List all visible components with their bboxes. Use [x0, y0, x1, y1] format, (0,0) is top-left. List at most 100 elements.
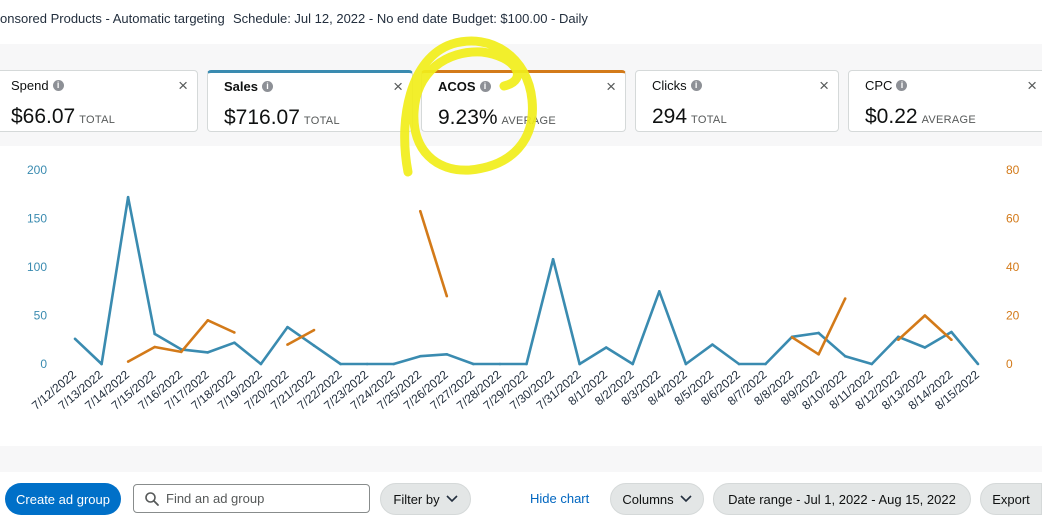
series-line-sales	[74, 195, 979, 366]
data-point-acos	[126, 360, 130, 363]
data-point-sales	[73, 337, 77, 341]
export-button[interactable]: Export	[980, 483, 1042, 515]
hide-chart-link[interactable]: Hide chart	[530, 491, 590, 506]
metric-label: Sales	[224, 79, 258, 94]
data-point-sales	[472, 362, 475, 366]
metric-unit: TOTAL	[79, 114, 116, 126]
metric-card-acos[interactable]: ACOS i × 9.23% AVERAGE	[421, 70, 626, 132]
data-point-sales	[126, 195, 130, 199]
data-point-acos	[312, 328, 316, 332]
data-point-sales	[206, 351, 210, 354]
data-point-sales	[153, 332, 156, 336]
ad-group-search[interactable]: Find an ad group	[133, 484, 370, 513]
columns-label: Columns	[622, 491, 674, 507]
data-point-sales	[684, 362, 688, 366]
data-point-acos	[843, 297, 847, 300]
data-point-acos	[153, 345, 156, 349]
y-right-tick-label: 40	[1006, 260, 1020, 274]
data-point-acos	[445, 294, 449, 298]
data-point-sales	[578, 362, 581, 366]
data-point-sales	[870, 362, 874, 366]
close-icon[interactable]: ×	[393, 77, 403, 96]
metric-card-cpc[interactable]: CPC i × $0.22 AVERAGE	[848, 70, 1042, 132]
data-point-acos	[923, 314, 927, 317]
search-input[interactable]: Find an ad group	[166, 491, 265, 506]
filter-by-button[interactable]: Filter by	[380, 483, 471, 515]
y-left-tick-label: 150	[27, 212, 47, 226]
close-icon[interactable]: ×	[1027, 76, 1037, 95]
series-line-acos	[286, 328, 315, 346]
data-point-sales	[259, 362, 263, 366]
metric-value: $716.07	[224, 106, 300, 129]
close-icon[interactable]: ×	[819, 76, 829, 95]
data-point-sales	[604, 346, 608, 349]
y-left-tick-label: 0	[40, 357, 47, 371]
performance-chart: 200 150 100 50 0 80 60 40 20 0 7/12/2022 7/13/2022 7…	[0, 146, 1042, 446]
metric-value: $0.22	[865, 105, 918, 128]
search-icon	[145, 491, 159, 506]
series-line-acos	[791, 297, 847, 356]
metric-value: 294	[652, 105, 688, 128]
data-point-sales	[100, 362, 103, 366]
y-left-tick-label: 100	[27, 260, 47, 274]
data-point-sales	[923, 346, 927, 349]
data-point-acos	[817, 353, 820, 356]
metric-label: CPC	[865, 78, 893, 93]
metric-unit: TOTAL	[303, 115, 340, 127]
date-range-button[interactable]: Date range - Jul 1, 2022 - Aug 15, 2022	[713, 483, 971, 515]
metric-card-clicks[interactable]: Clicks i × 294 TOTAL	[635, 70, 839, 132]
data-point-sales	[843, 354, 847, 358]
data-point-acos	[897, 338, 900, 342]
close-icon[interactable]: ×	[606, 77, 616, 96]
metric-card-spend[interactable]: Spend i × $66.07 TOTAL	[0, 70, 198, 132]
data-point-sales	[392, 362, 396, 366]
columns-button[interactable]: Columns	[610, 483, 704, 515]
data-point-sales	[365, 362, 369, 366]
info-icon[interactable]: i	[52, 80, 64, 91]
data-point-acos	[206, 319, 210, 322]
data-point-sales	[737, 362, 741, 366]
info-icon[interactable]: i	[896, 80, 908, 91]
y-right-tick-label: 20	[1006, 309, 1020, 323]
y-left-tick-label: 50	[34, 309, 48, 323]
y-right-tick-label: 60	[1006, 212, 1020, 226]
series-line-acos	[127, 319, 235, 363]
metric-value: $66.07	[11, 105, 76, 128]
data-point-sales	[817, 331, 820, 335]
data-point-sales	[631, 362, 635, 366]
data-point-sales	[657, 289, 661, 293]
data-point-sales	[233, 341, 236, 344]
metric-card-sales[interactable]: Sales i × $716.07 TOTAL	[207, 70, 413, 132]
info-icon[interactable]: i	[479, 81, 491, 92]
y-right-tick-label: 80	[1006, 163, 1020, 177]
campaign-info-bar: onsored Products - Automatic targeting S…	[0, 0, 1042, 44]
data-point-sales	[711, 343, 714, 346]
data-point-acos	[950, 338, 953, 342]
metric-label: ACOS	[438, 79, 476, 94]
data-point-sales	[339, 362, 342, 366]
data-point-sales	[418, 354, 422, 358]
data-point-sales	[976, 362, 980, 366]
metric-label: Clicks	[652, 78, 687, 93]
info-icon[interactable]: i	[690, 80, 702, 91]
data-point-sales	[312, 344, 316, 347]
export-label: Export	[992, 491, 1030, 507]
data-point-sales	[286, 325, 289, 329]
data-point-sales	[498, 362, 502, 366]
close-icon[interactable]: ×	[178, 76, 188, 95]
create-ad-group-button[interactable]: Create ad group	[5, 483, 121, 515]
campaign-schedule: Schedule: Jul 12, 2022 - No end date	[233, 11, 448, 26]
metric-unit: AVERAGE	[921, 114, 977, 126]
data-point-acos	[418, 209, 422, 213]
data-point-sales	[950, 330, 953, 334]
y-right-tick-label: 0	[1006, 357, 1013, 371]
data-point-acos	[179, 350, 183, 354]
data-point-acos	[233, 331, 236, 334]
chevron-down-icon	[680, 495, 692, 503]
chevron-down-icon	[446, 495, 458, 503]
info-icon[interactable]: i	[261, 81, 273, 92]
series-line-acos	[419, 210, 449, 297]
metric-value: 9.23%	[438, 106, 498, 129]
campaign-budget: Budget: $100.00 - Daily	[452, 11, 588, 26]
data-point-acos	[286, 343, 289, 346]
